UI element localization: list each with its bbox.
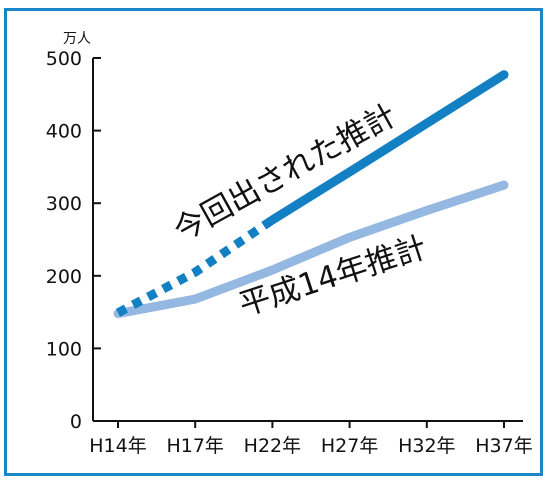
y-tick-label: 0 [70, 411, 82, 433]
series-label-current-estimate: 今回出された推計 [168, 97, 402, 249]
y-tick-label: 100 [46, 338, 82, 360]
y-tick-label: 300 [46, 193, 82, 215]
series-line-current-estimate-dotted [115, 216, 275, 317]
y-tick-labels: 0 100 200 300 400 500 [46, 48, 82, 433]
x-tick-labels: H14年 H17年 H22年 H27年 H32年 H37年 [89, 435, 532, 457]
series-line-h14-estimate [113, 180, 509, 319]
y-tick-label: 500 [46, 48, 82, 70]
x-tick-label: H37年 [475, 435, 532, 457]
x-tick-label: H32年 [398, 435, 455, 457]
x-tick-label: H27年 [321, 435, 378, 457]
x-tick-label: H22年 [244, 435, 301, 457]
x-tick-label: H14年 [89, 435, 146, 457]
x-tick-label: H17年 [166, 435, 223, 457]
y-unit-label: 万人 [63, 31, 91, 47]
y-tick-label: 200 [46, 266, 82, 288]
series-line-current-estimate [267, 70, 509, 225]
y-tick-label: 400 [46, 121, 82, 143]
tick-marks [93, 57, 505, 428]
